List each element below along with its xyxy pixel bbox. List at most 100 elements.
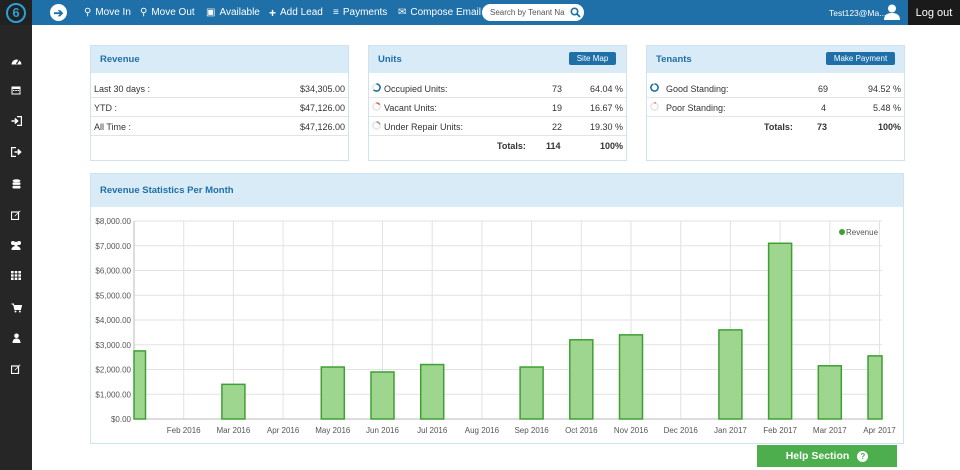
revenue-value: $47,126.00 (299, 122, 345, 132)
tenants-pct: 5.48 % (872, 103, 901, 113)
move-in-link[interactable]: ⚲ Move In (84, 0, 131, 25)
x-tick-label: Apr 2016 (267, 426, 300, 435)
tenants-totals-count: 73 (817, 122, 828, 132)
revenue-bar (419, 363, 445, 420)
x-tick-label: Jan 2017 (714, 426, 747, 435)
logo-mark: 6 (6, 2, 26, 23)
search-icon[interactable] (568, 5, 582, 19)
move-out-link[interactable]: ⚲ Move Out (140, 0, 195, 25)
user-icon[interactable] (0, 331, 32, 345)
calendar-icon[interactable] (0, 83, 32, 97)
y-tick-label: $8,000.00 (95, 217, 131, 226)
tenants-label: Good Standing: (666, 84, 729, 94)
move-in-label: Move In (95, 7, 131, 18)
revenue-bar (817, 365, 843, 420)
add-lead-label: Add Lead (280, 7, 323, 18)
edit-icon[interactable] (0, 208, 32, 222)
help-section-button[interactable]: Help Section? (757, 445, 897, 467)
add-lead-link[interactable]: + Add Lead (269, 0, 323, 25)
user-name[interactable]: Test123@Ma... (829, 7, 887, 18)
units-count: 73 (552, 84, 563, 94)
repair-ring-icon (372, 121, 381, 130)
units-pct: 19.30 % (589, 122, 623, 132)
sign-in-icon[interactable] (0, 114, 32, 128)
users-icon[interactable] (0, 238, 32, 252)
x-tick-label: Apr 2017 (863, 426, 896, 435)
units-row-occupied: Occupied Units: 73 64.04 % (369, 79, 626, 98)
y-tick-label: $5,000.00 (95, 291, 131, 300)
person-icon: ⚲ (140, 7, 148, 18)
help-label: Help Section (785, 450, 850, 462)
revenue-panel-header: Revenue (91, 46, 348, 73)
x-tick-label: Dec 2016 (664, 426, 699, 435)
database-icon: ≡ (333, 7, 339, 18)
cart-icon[interactable] (0, 301, 32, 315)
x-tick-label: May 2016 (315, 426, 351, 435)
logout-button[interactable]: Log out (908, 0, 960, 25)
tenants-panel-header: Tenants Make Payment (647, 46, 904, 73)
units-label: Vacant Units: (384, 103, 437, 113)
revenue-label: YTD : (94, 103, 118, 113)
x-tick-label: Jul 2016 (417, 426, 448, 435)
units-pct: 16.67 % (589, 103, 623, 113)
y-tick-label: $3,000.00 (95, 341, 131, 350)
occupied-ring-icon (372, 83, 381, 92)
tenants-row-poor: Poor Standing: 4 5.48 % (647, 98, 904, 117)
grid-icon[interactable] (0, 268, 32, 282)
tenants-row-good: Good Standing: 69 94.52 % (647, 79, 904, 98)
x-tick-label: Nov 2016 (614, 426, 649, 435)
units-row-vacant: Vacant Units: 19 16.67 % (369, 98, 626, 117)
units-totals-count: 114 (546, 141, 561, 151)
tenants-count: 69 (818, 84, 829, 94)
revenue-row-30days: Last 30 days : $34,305.00 (91, 79, 348, 98)
chart-panel-header: Revenue Statistics Per Month (91, 174, 903, 207)
nav-arrow-icon[interactable]: ➔ (50, 4, 67, 21)
revenue-bar (867, 355, 883, 420)
compose-email-link[interactable]: ✉ Compose Email (398, 0, 481, 25)
tenants-panel-title: Tenants (656, 54, 692, 65)
revenue-bar (221, 383, 246, 420)
envelope-icon: ✉ (398, 7, 407, 18)
units-panel-header: Units Site Map (369, 46, 626, 73)
user-icon[interactable] (883, 3, 901, 21)
sign-out-icon[interactable] (0, 145, 32, 159)
units-label: Under Repair Units: (384, 122, 464, 132)
units-count: 22 (552, 122, 563, 132)
units-totals-row: Totals: 114 100% (369, 136, 626, 155)
legend-label: Revenue (846, 228, 879, 237)
y-tick-label: $4,000.00 (95, 316, 131, 325)
revenue-bar (569, 339, 594, 420)
y-tick-label: $0.00 (111, 415, 132, 424)
logo[interactable]: 6 (0, 0, 32, 25)
revenue-label: Last 30 days : (94, 84, 151, 94)
edit-icon[interactable] (0, 362, 32, 376)
revenue-bar (133, 350, 147, 420)
tenants-totals-label: Totals: (764, 122, 793, 132)
question-icon: ? (857, 450, 869, 462)
database-icon[interactable] (0, 177, 32, 191)
x-tick-label: Sep 2016 (514, 426, 549, 435)
revenue-chart-panel: Revenue Statistics Per Month $0.00 $1,000… (90, 173, 904, 444)
revenue-value: $34,305.00 (299, 84, 345, 94)
sidebar (0, 25, 32, 470)
revenue-label: All Time : (94, 122, 132, 132)
units-totals-pct: 100% (599, 141, 623, 151)
available-link[interactable]: ▣ Available (206, 0, 260, 25)
revenue-panel: Revenue Last 30 days : $34,305.00 YTD : $4… (90, 45, 349, 161)
make-payment-button[interactable]: Make Payment (826, 52, 895, 65)
units-panel: Units Site Map Occupied Units: 73 64.04 … (368, 45, 627, 161)
revenue-row-alltime: All Time : $47,126.00 (91, 117, 348, 136)
payments-label: Payments (342, 7, 388, 18)
units-totals-label: Totals: (497, 141, 526, 151)
y-tick-label: $1,000.00 (95, 390, 131, 399)
dashboard-icon[interactable] (0, 53, 32, 67)
x-tick-label: Mar 2016 (217, 426, 251, 435)
plus-icon: + (269, 5, 277, 20)
tenants-pct: 94.52 % (867, 84, 901, 94)
search-input[interactable] (482, 4, 584, 21)
y-tick-label: $7,000.00 (95, 242, 131, 251)
tenants-count: 4 (821, 103, 827, 113)
revenue-bar (718, 329, 743, 420)
site-map-button[interactable]: Site Map (569, 52, 616, 65)
payments-link[interactable]: ≡ Payments (333, 0, 387, 25)
